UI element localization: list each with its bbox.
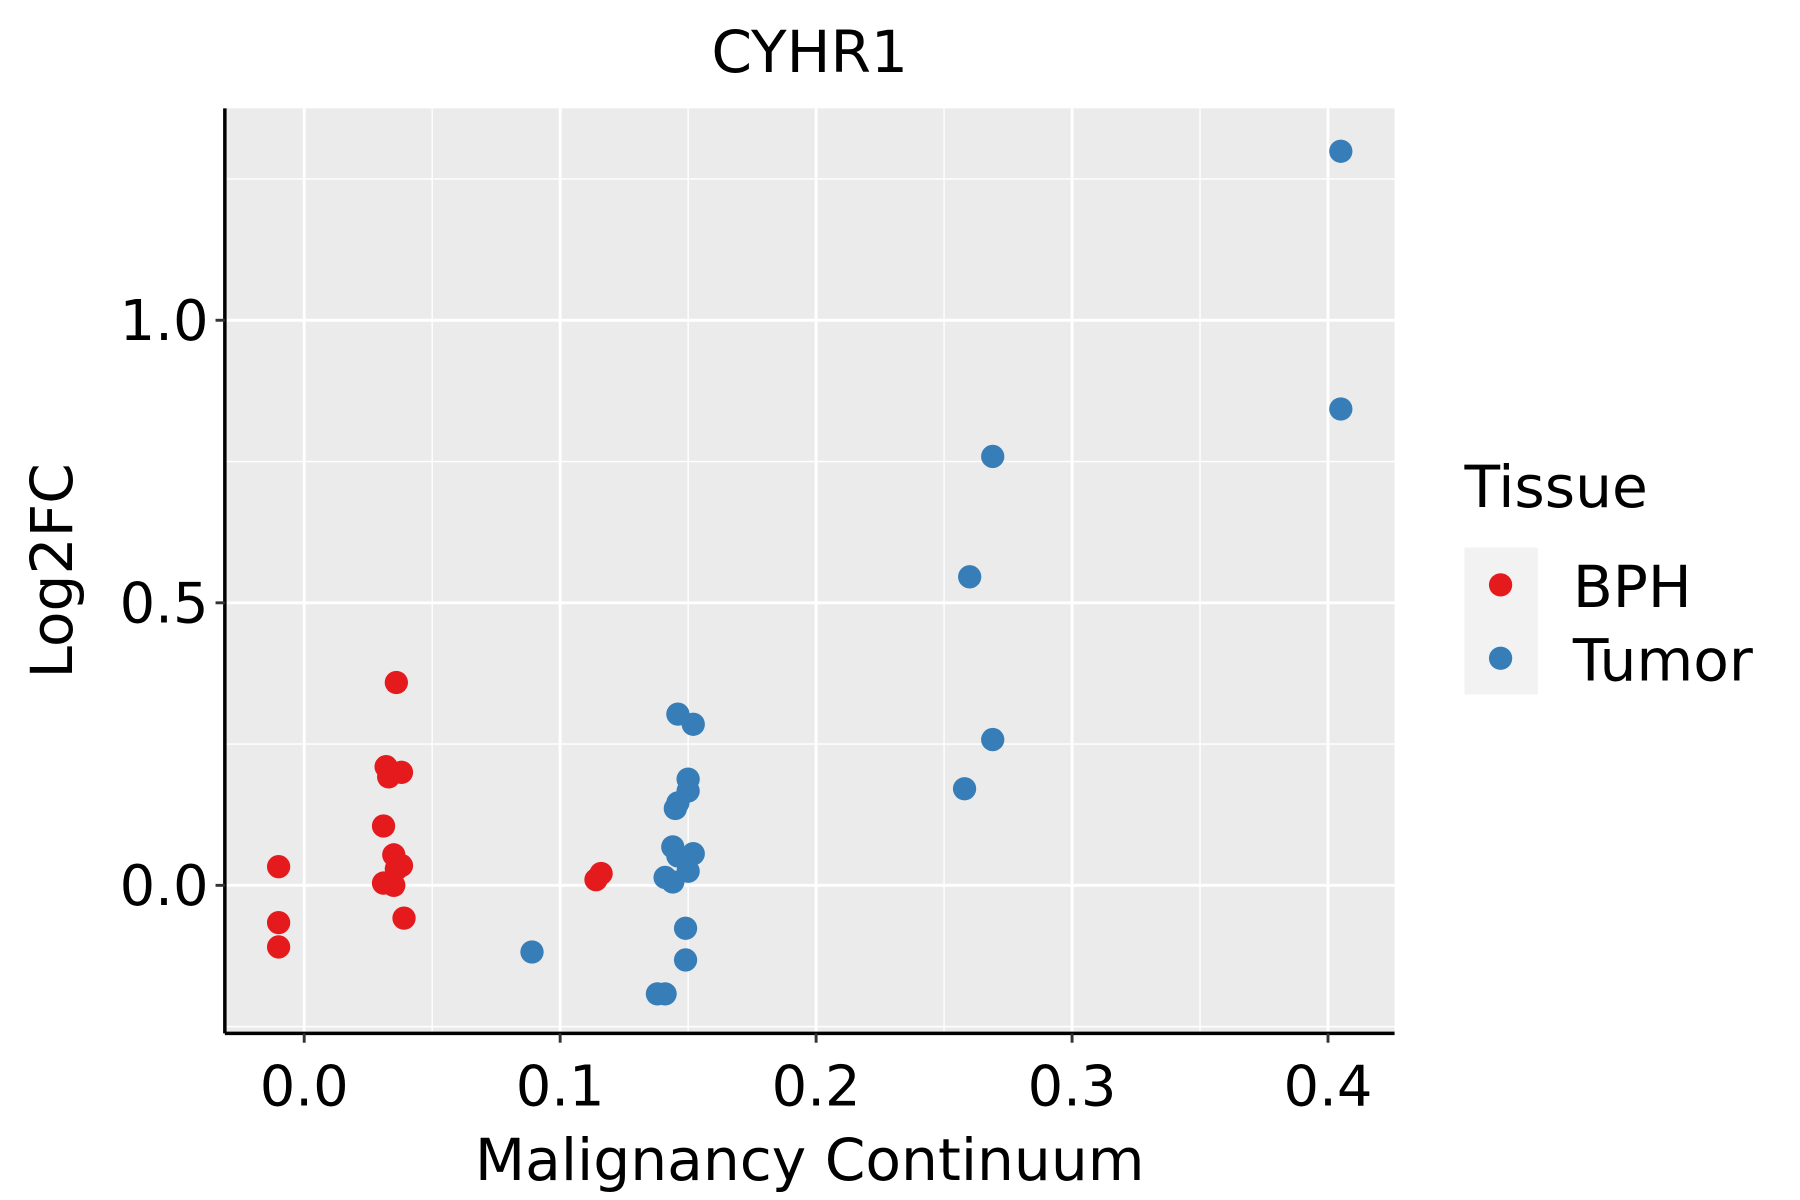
x-tick-label: 0.1 bbox=[516, 1055, 605, 1120]
data-point-tumor bbox=[653, 982, 677, 1006]
x-tick-label: 0.3 bbox=[1028, 1055, 1117, 1120]
y-tick-label: 1.0 bbox=[120, 289, 209, 354]
chart-title: CYHR1 bbox=[711, 18, 908, 86]
y-tick-label: 0.5 bbox=[120, 572, 209, 637]
data-point-bph bbox=[584, 868, 608, 892]
data-point-bph bbox=[389, 760, 414, 784]
legend-label-tumor: Tumor bbox=[1572, 626, 1753, 694]
data-point-bph bbox=[384, 670, 408, 695]
data-point-tumor bbox=[663, 796, 687, 821]
data-point-tumor bbox=[958, 565, 982, 589]
data-point-tumor bbox=[681, 842, 705, 866]
data-point-tumor bbox=[661, 870, 685, 894]
x-axis-label: Malignancy Continuum bbox=[475, 1126, 1145, 1194]
data-point-tumor bbox=[1329, 397, 1353, 421]
data-point-bph bbox=[371, 814, 396, 838]
major-gridlines bbox=[224, 108, 1395, 1034]
legend-key-background bbox=[1464, 547, 1538, 695]
data-point-bph bbox=[382, 873, 406, 897]
y-axis-ticks: 0.0 0.5 1.0 bbox=[120, 289, 225, 919]
data-point-bph bbox=[266, 935, 291, 959]
x-axis-ticks: 0.0 0.1 0.2 0.3 0.4 bbox=[260, 1033, 1373, 1120]
data-point-tumor bbox=[673, 948, 698, 972]
y-tick-label: 0.0 bbox=[120, 854, 209, 919]
x-tick-label: 0.2 bbox=[772, 1055, 861, 1120]
data-point-tumor bbox=[981, 444, 1005, 469]
data-point-tumor bbox=[673, 916, 698, 940]
legend-label-bph: BPH bbox=[1573, 553, 1692, 621]
data-points bbox=[266, 139, 1353, 1006]
legend: Tissue BPH Tumor bbox=[1463, 453, 1752, 695]
legend-title: Tissue bbox=[1463, 453, 1647, 521]
x-tick-label: 0.4 bbox=[1284, 1055, 1373, 1120]
legend-key-tumor bbox=[1488, 646, 1513, 670]
data-point-bph bbox=[392, 906, 416, 930]
data-point-tumor bbox=[1329, 139, 1353, 163]
y-axis-label: Log2FC bbox=[18, 463, 86, 678]
legend-key-bph bbox=[1488, 573, 1513, 597]
data-point-tumor bbox=[520, 940, 544, 964]
data-point-tumor bbox=[952, 777, 977, 801]
data-point-tumor bbox=[681, 712, 705, 736]
x-tick-label: 0.0 bbox=[260, 1055, 349, 1120]
data-point-tumor bbox=[981, 727, 1005, 752]
data-point-bph bbox=[266, 910, 291, 935]
minor-gridlines bbox=[224, 108, 1395, 1034]
data-point-bph bbox=[266, 855, 291, 879]
